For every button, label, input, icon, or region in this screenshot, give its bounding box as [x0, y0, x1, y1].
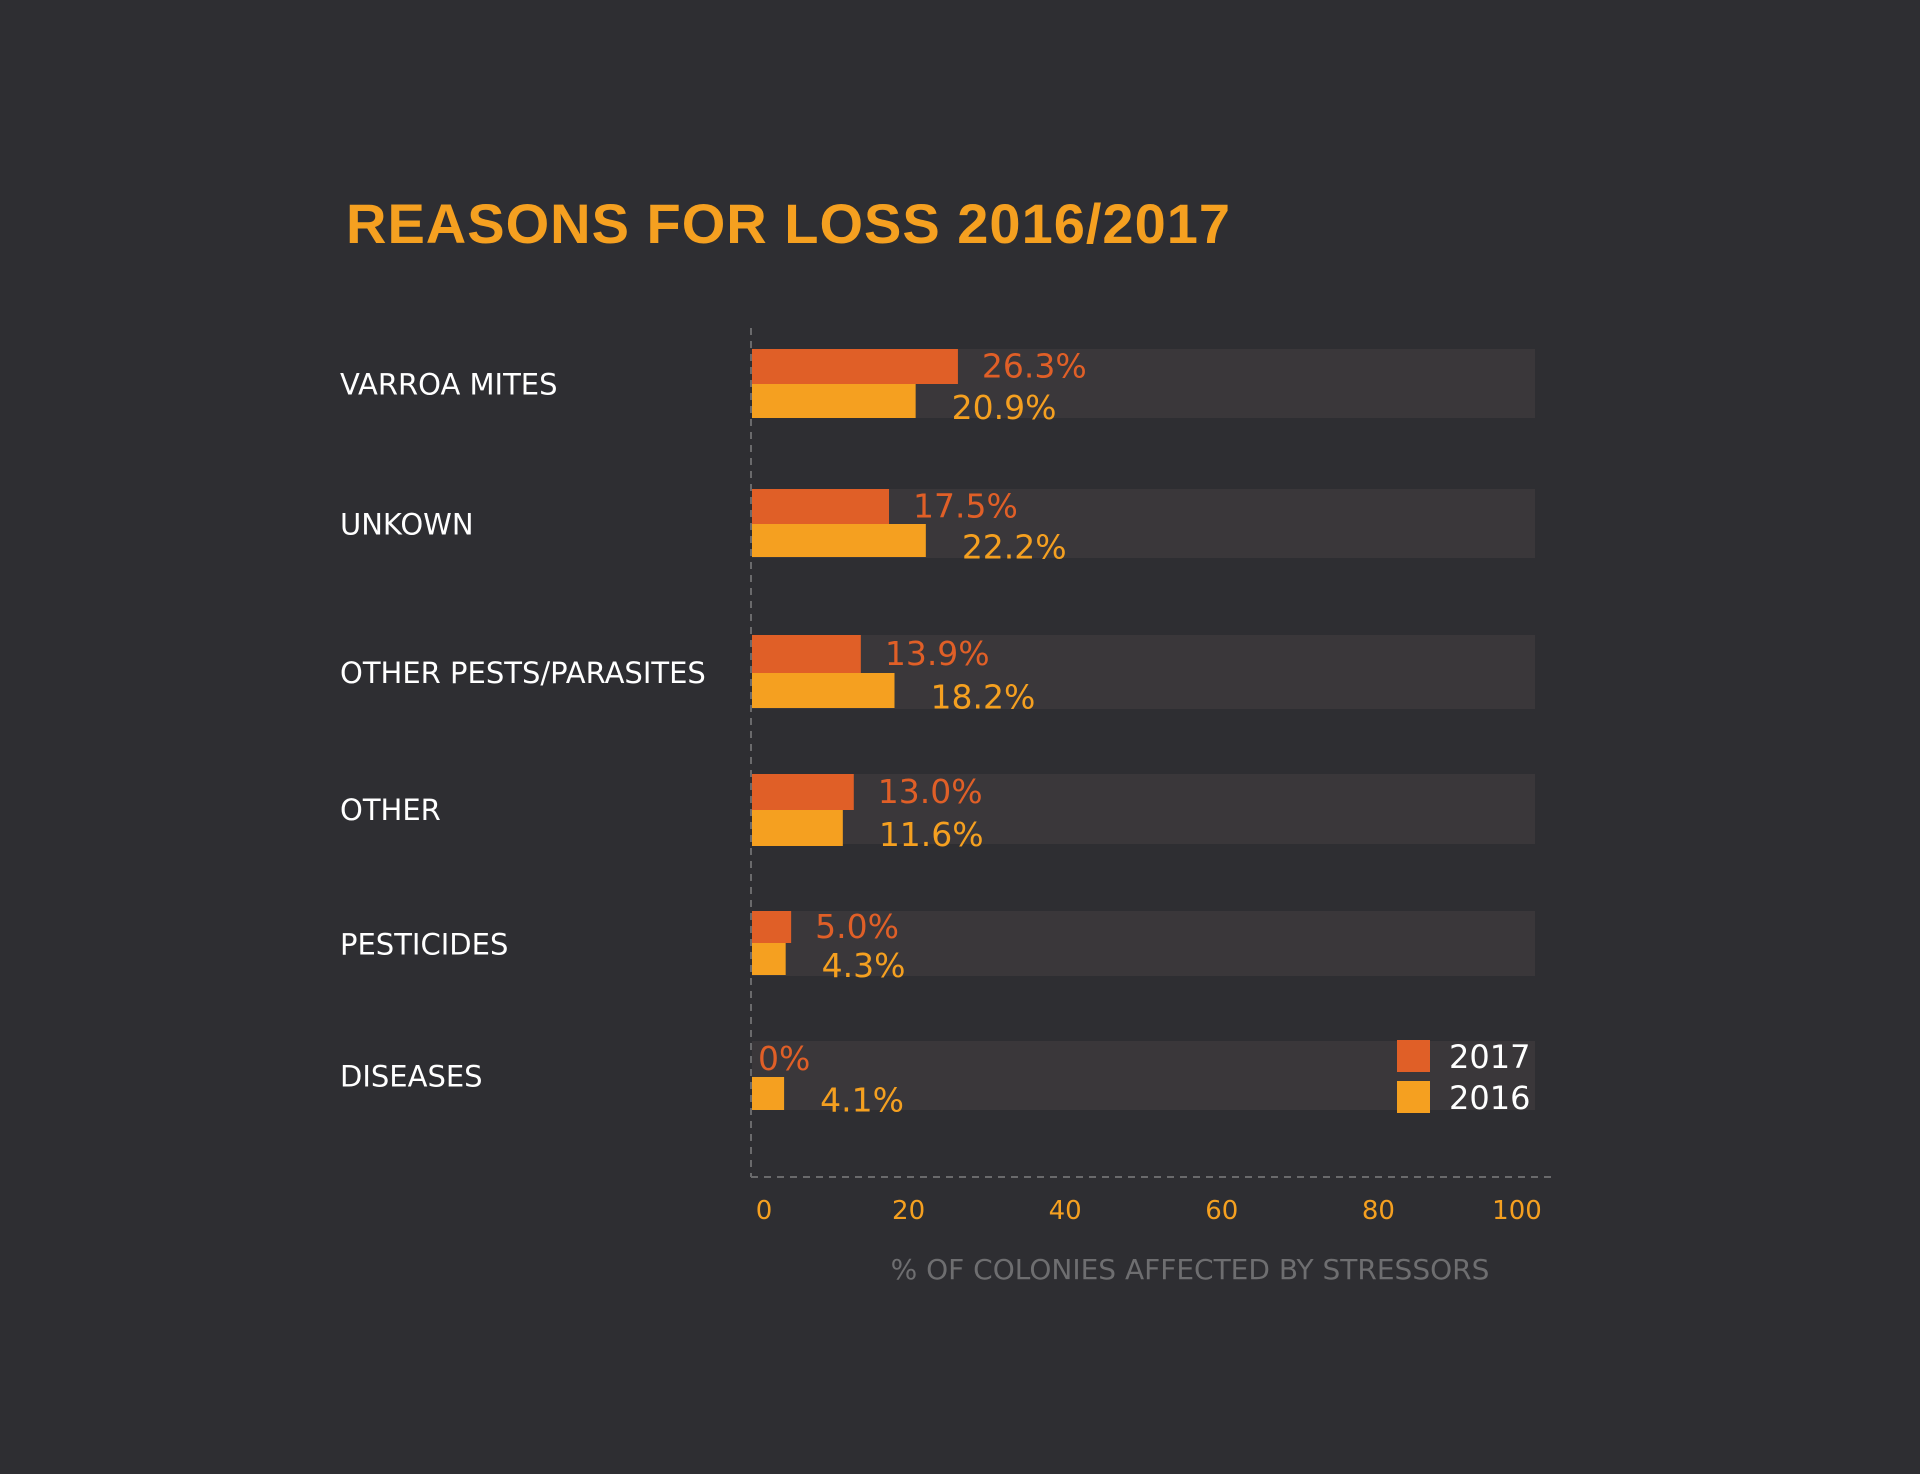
value-label-2016-unkown: 22.2%	[962, 528, 1067, 567]
axes	[750, 328, 1553, 1178]
value-label-2017-pesticides: 5.0%	[815, 907, 899, 946]
x-axis-title: % OF COLONIES AFFECTED BY STRESSORS	[891, 1253, 1490, 1286]
legend-swatch-2017	[1397, 1040, 1430, 1072]
bar-2016-pesticides	[752, 943, 786, 975]
x-tick-label-40: 40	[1049, 1196, 1082, 1226]
bar-2016-other-pests-parasites	[752, 673, 895, 708]
value-label-2016-other-pests-parasites: 18.2%	[931, 678, 1036, 717]
category-label-other: OTHER	[340, 793, 441, 827]
category-labels: VARROA MITES UNKOWN OTHER PESTS/PARASITES O…	[340, 368, 706, 1094]
category-label-diseases: DISEASES	[340, 1060, 483, 1094]
value-label-2016-varroa-mites: 20.9%	[952, 388, 1057, 427]
category-label-pesticides: PESTICIDES	[340, 928, 508, 962]
track-other	[752, 774, 1535, 844]
bar-2017-varroa-mites	[752, 349, 958, 384]
bar-tracks	[752, 349, 1535, 1110]
bar-2016-varroa-mites	[752, 384, 916, 418]
category-label-unkown: UNKOWN	[340, 508, 474, 542]
category-label-other-pests-parasites: OTHER PESTS/PARASITES	[340, 656, 706, 690]
value-label-2016-diseases: 4.1%	[820, 1081, 904, 1120]
bar-2016-other	[752, 810, 843, 846]
x-tick-labels: 0 20 40 60 80 100	[756, 1196, 1542, 1226]
x-tick-label-80: 80	[1362, 1196, 1395, 1226]
bars	[752, 349, 958, 1110]
bar-2016-unkown	[752, 524, 926, 557]
value-label-2017-unkown: 17.5%	[913, 487, 1018, 526]
x-tick-label-60: 60	[1205, 1196, 1238, 1226]
value-label-2017-diseases: 0%	[758, 1039, 810, 1078]
value-label-2017-other: 13.0%	[878, 772, 983, 811]
bar-2016-diseases	[752, 1077, 785, 1110]
x-tick-label-20: 20	[892, 1196, 925, 1226]
legend-swatch-2016	[1397, 1081, 1430, 1113]
value-labels: 26.3%20.9% 17.5%22.2% 13.9% 18.2% 13.0% 11.6%…	[758, 347, 1087, 1120]
x-tick-label-100: 100	[1492, 1196, 1542, 1226]
bar-2017-pesticides	[752, 911, 792, 943]
bar-2017-unkown	[752, 489, 890, 524]
value-label-2017-other-pests-parasites: 13.9%	[885, 634, 990, 673]
x-tick-label-0: 0	[756, 1196, 773, 1226]
bar-2017-other	[752, 774, 854, 810]
legend-label-2016: 2016	[1449, 1079, 1530, 1117]
value-label-2017-varroa-mites: 26.3%	[982, 347, 1087, 386]
value-label-2016-pesticides: 4.3%	[822, 946, 906, 985]
value-label-2016-other: 11.6%	[879, 815, 984, 854]
bar-2017-other-pests-parasites	[752, 635, 861, 673]
chart-title: REASONS FOR LOSS 2016/2017	[346, 192, 1231, 255]
track-pesticides	[752, 911, 1535, 976]
legend-label-2017: 2017	[1449, 1038, 1530, 1076]
category-label-varroa-mites: VARROA MITES	[340, 368, 558, 402]
